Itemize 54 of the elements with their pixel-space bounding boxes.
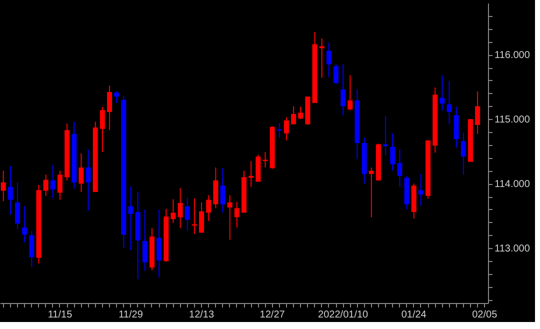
candlestick [142,208,148,272]
candlestick [213,167,218,209]
candlestick [184,197,190,232]
candlestick [78,152,84,193]
candlestick [284,116,289,141]
x-tick-label: 11/15 [48,310,73,320]
candlestick [22,206,28,243]
candlestick [114,90,120,104]
candlestick [440,74,445,112]
candlestick [156,208,162,278]
candlestick [57,170,62,200]
candlestick [348,74,353,111]
candlestick [170,198,176,224]
y-tick-label: 115.000 [494,114,530,126]
x-tick-label: 12/13 [189,310,214,320]
y-tick-label: 114.000 [494,179,530,190]
candlestick [390,132,396,172]
x-tick-label: 12/27 [260,310,286,320]
candlestick [418,173,424,206]
candlestick [100,106,105,153]
candlestick [8,166,13,216]
candlestick [248,160,254,188]
candlestick [397,148,402,188]
candlestick [15,182,20,230]
candlestick [454,106,459,148]
candlestick [227,194,232,240]
y-tick-label: 116.000 [494,50,530,62]
candlestick [446,80,452,125]
candlestick [29,230,34,268]
candlestick [368,167,374,218]
candlestick [326,42,332,78]
candlestick [43,174,48,196]
y-tick-label: 113.000 [494,244,530,255]
candlestick [298,106,304,120]
candlestick [86,148,91,212]
candlestick [475,90,480,134]
candlestick [107,85,112,131]
candlestick [334,64,339,85]
candlestick [199,202,204,234]
candlestick [128,186,134,251]
candlestick [460,132,466,176]
candlestick [319,38,324,78]
x-tick-label: 11/29 [118,310,144,320]
candlestick [340,64,346,116]
candlestick [234,201,240,228]
candlestick [50,164,56,199]
x-tick-label: 01/24 [401,310,427,320]
x-tick-label: 2022/01/10 [318,310,369,320]
candlestick [206,194,212,222]
candlestick [291,106,296,125]
candlestick [178,188,183,229]
candlestick [220,168,226,214]
candlestick [0,170,6,202]
x-tick-label: 02/05 [472,310,498,320]
